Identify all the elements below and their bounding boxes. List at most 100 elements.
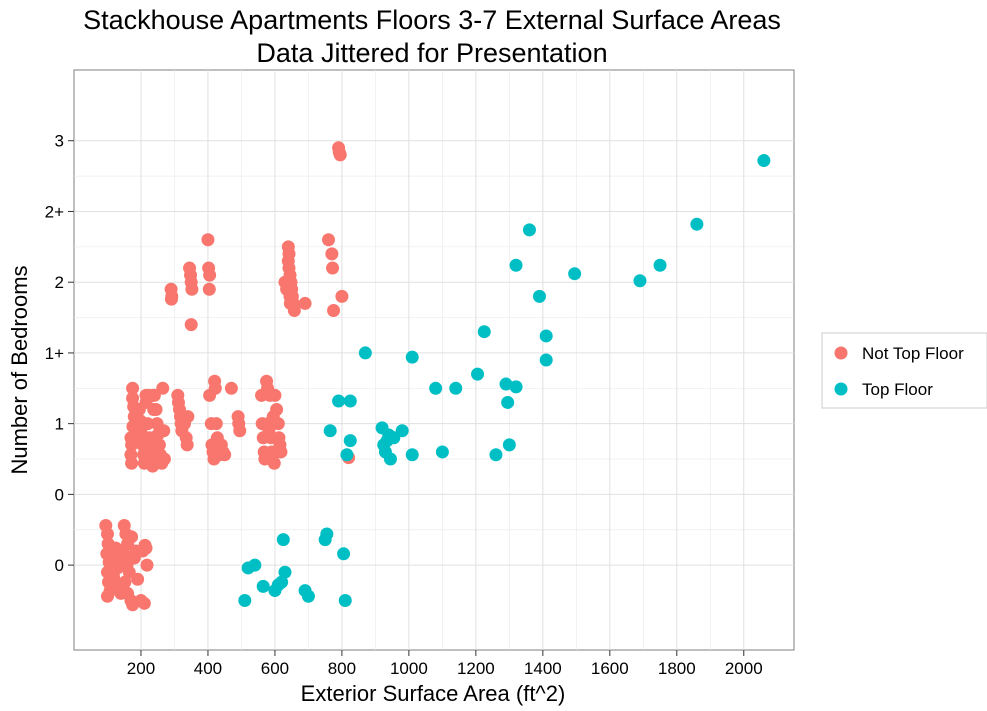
- point-not-top-floor: [180, 438, 194, 452]
- point-not-top-floor: [326, 261, 340, 275]
- point-not-top-floor: [208, 381, 222, 395]
- point-top-floor: [653, 258, 667, 272]
- point-top-floor: [501, 395, 515, 409]
- point-not-top-floor: [327, 303, 341, 317]
- point-not-top-floor: [147, 452, 161, 466]
- legend-key-top-floor: [834, 382, 848, 396]
- point-not-top-floor: [181, 410, 195, 424]
- y-axis: 0 0 1 1+ 2 2+ 3: [45, 132, 74, 575]
- point-not-top-floor: [147, 431, 161, 445]
- point-top-floor: [338, 593, 352, 607]
- point-not-top-floor: [268, 388, 282, 402]
- y-tick-label: 3: [55, 132, 64, 151]
- point-top-floor: [522, 223, 536, 237]
- x-tick-label: 600: [261, 659, 289, 678]
- point-top-floor: [532, 289, 546, 303]
- legend-label-top-floor: Top Floor: [862, 380, 933, 399]
- point-not-top-floor: [157, 424, 171, 438]
- point-not-top-floor: [274, 445, 288, 459]
- x-tick-label: 1800: [658, 659, 696, 678]
- point-top-floor: [429, 381, 443, 395]
- point-top-floor: [343, 434, 357, 448]
- point-top-floor: [343, 394, 357, 408]
- point-not-top-floor: [157, 452, 171, 466]
- point-top-floor: [405, 350, 419, 364]
- point-top-floor: [337, 547, 351, 561]
- point-top-floor: [633, 274, 647, 288]
- legend-box: [821, 332, 987, 409]
- point-not-top-floor: [147, 403, 161, 417]
- point-top-floor: [477, 325, 491, 339]
- x-tick-label: 1400: [524, 659, 562, 678]
- point-top-floor: [568, 267, 582, 281]
- x-tick-label: 2000: [725, 659, 763, 678]
- chart-title-line-1: Stackhouse Apartments Floors 3-7 Externa…: [83, 5, 781, 35]
- point-top-floor: [489, 448, 503, 462]
- point-top-floor: [256, 579, 270, 593]
- point-top-floor: [278, 565, 292, 579]
- point-top-floor: [358, 346, 372, 360]
- point-top-floor: [395, 424, 409, 438]
- y-axis-title: Number of Bedrooms: [7, 265, 32, 474]
- point-not-top-floor: [298, 296, 312, 310]
- point-not-top-floor: [139, 541, 153, 555]
- point-not-top-floor: [325, 247, 339, 261]
- point-top-floor: [238, 593, 252, 607]
- point-not-top-floor: [125, 456, 139, 470]
- x-tick-label: 200: [127, 659, 155, 678]
- point-top-floor: [509, 380, 523, 394]
- point-not-top-floor: [233, 424, 247, 438]
- point-not-top-floor: [126, 381, 140, 395]
- point-not-top-floor: [185, 282, 199, 296]
- point-not-top-floor: [131, 572, 145, 586]
- x-tick-label: 1600: [591, 659, 629, 678]
- point-top-floor: [757, 154, 771, 168]
- point-not-top-floor: [203, 268, 217, 282]
- point-top-floor: [275, 575, 289, 589]
- y-tick-label: 0: [55, 556, 64, 575]
- point-not-top-floor: [335, 289, 349, 303]
- point-top-floor: [539, 329, 553, 343]
- point-top-floor: [405, 448, 419, 462]
- point-not-top-floor: [267, 456, 281, 470]
- point-not-top-floor: [156, 381, 170, 395]
- point-not-top-floor: [141, 417, 155, 431]
- point-top-floor: [509, 258, 523, 272]
- point-not-top-floor: [270, 403, 284, 417]
- point-top-floor: [690, 217, 704, 231]
- point-not-top-floor: [100, 589, 114, 603]
- x-tick-label: 1000: [390, 659, 428, 678]
- x-axis-title: Exterior Surface Area (ft^2): [301, 681, 566, 706]
- point-top-floor: [383, 452, 397, 466]
- point-top-floor: [276, 533, 290, 547]
- point-top-floor: [301, 589, 315, 603]
- point-not-top-floor: [117, 547, 131, 561]
- point-not-top-floor: [271, 417, 285, 431]
- point-top-floor: [449, 381, 463, 395]
- y-tick-label: 1: [55, 415, 64, 434]
- point-not-top-floor: [146, 388, 160, 402]
- point-not-top-floor: [287, 303, 301, 317]
- y-tick-label: 0: [55, 485, 64, 504]
- plot-area: [73, 69, 795, 651]
- plot-background: [73, 69, 795, 651]
- point-top-floor: [471, 367, 485, 381]
- point-not-top-floor: [184, 318, 198, 332]
- point-not-top-floor: [218, 448, 232, 462]
- x-tick-label: 800: [328, 659, 356, 678]
- legend-key-not-top-floor: [834, 346, 848, 360]
- y-tick-label: 1+: [45, 344, 64, 363]
- point-top-floor: [332, 394, 346, 408]
- point-not-top-floor: [125, 530, 139, 544]
- point-not-top-floor: [137, 596, 151, 610]
- point-not-top-floor: [125, 438, 139, 452]
- legend-label-not-top-floor: Not Top Floor: [862, 344, 964, 363]
- data-points: [99, 141, 771, 612]
- point-top-floor: [248, 558, 262, 572]
- x-axis: 200 400 600 800 1000 1200 1400 1600 1800 2000: [127, 650, 763, 678]
- grid-lines: [74, 70, 794, 650]
- point-not-top-floor: [100, 527, 114, 541]
- point-top-floor: [435, 445, 449, 459]
- point-not-top-floor: [280, 282, 294, 296]
- point-top-floor: [340, 448, 354, 462]
